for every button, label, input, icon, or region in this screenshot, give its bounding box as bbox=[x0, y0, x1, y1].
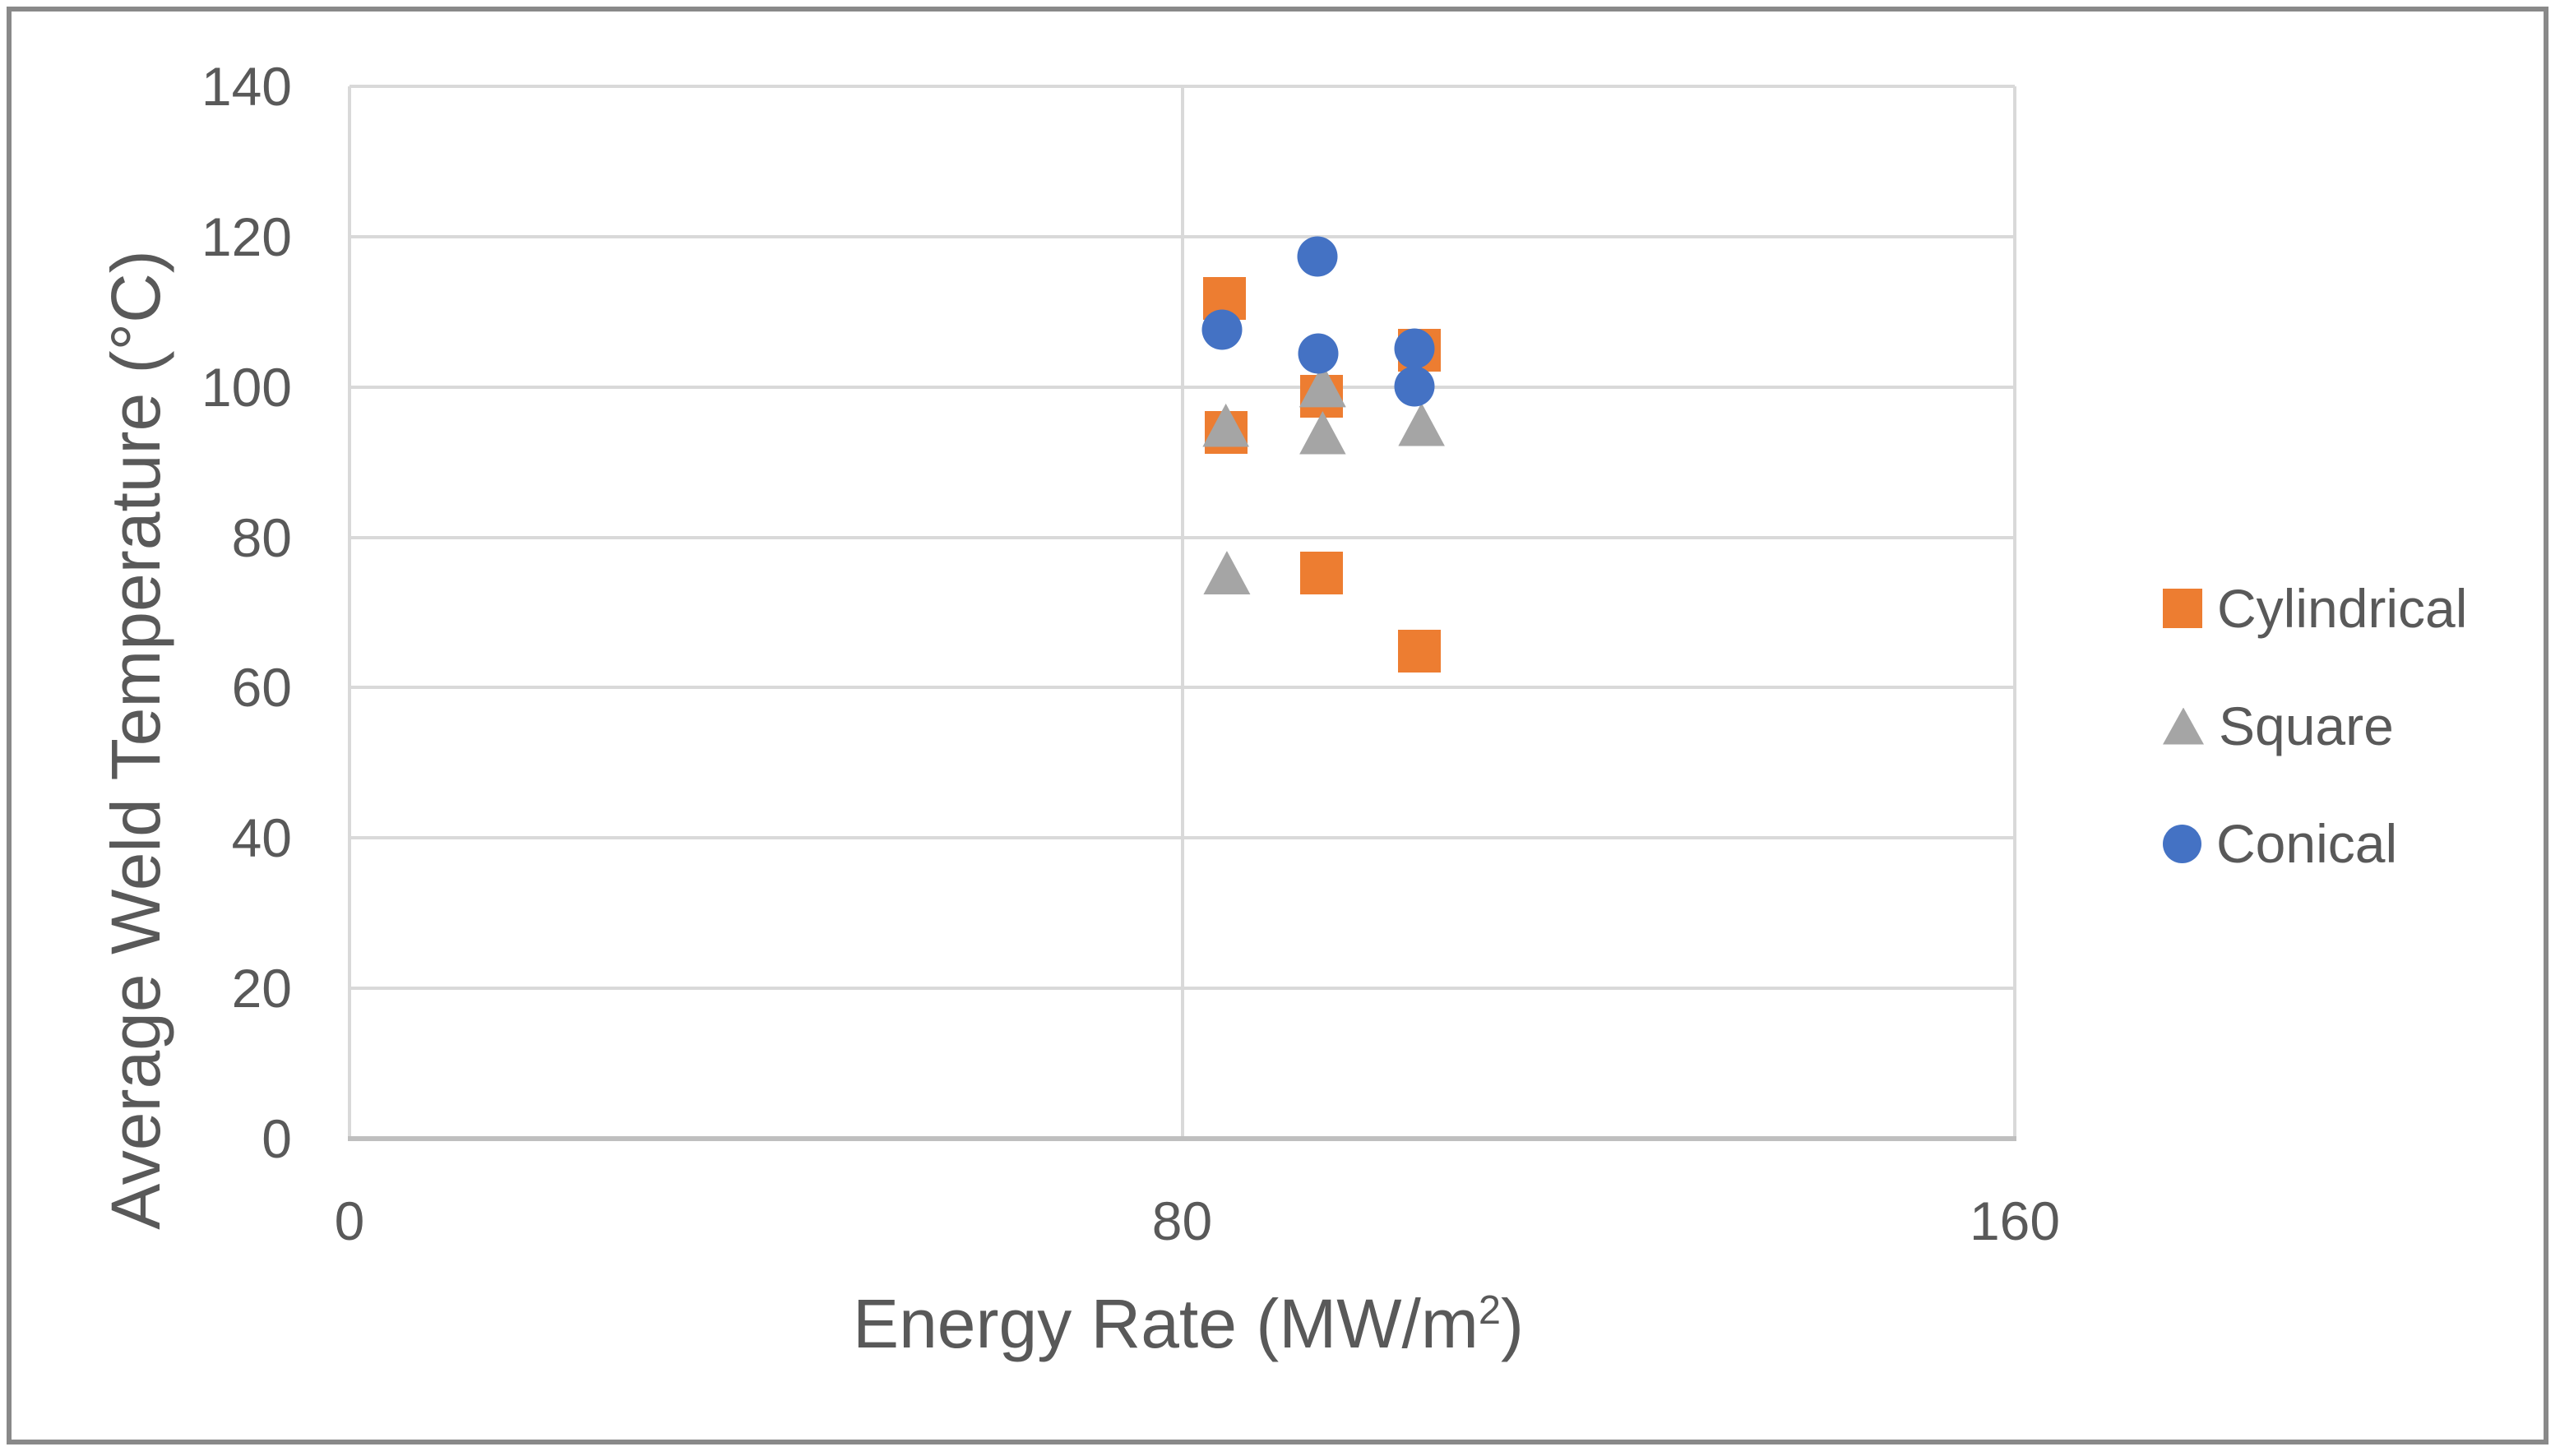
vertical-gridline bbox=[1180, 86, 1184, 1139]
legend-marker-circle-icon bbox=[2163, 824, 2201, 863]
legend-label: Conical bbox=[2216, 813, 2398, 874]
y-axis-tick-label: 20 bbox=[231, 958, 292, 1019]
x-axis-title: Energy Rate (MW/m2) bbox=[853, 1283, 1524, 1365]
data-point-conical[interactable] bbox=[1298, 333, 1339, 374]
y-axis-tick-label: 80 bbox=[231, 506, 292, 568]
horizontal-gridline bbox=[350, 234, 2015, 238]
y-axis-tick-label: 60 bbox=[231, 657, 292, 719]
data-point-conical[interactable] bbox=[1394, 328, 1435, 369]
y-axis-tick-label: 120 bbox=[201, 206, 292, 267]
vertical-gridline bbox=[2013, 86, 2016, 1139]
data-point-conical[interactable] bbox=[1201, 309, 1243, 350]
x-axis-line bbox=[348, 1136, 2016, 1141]
y-axis-tick-label: 0 bbox=[262, 1108, 292, 1169]
horizontal-gridline bbox=[350, 85, 2015, 88]
x-axis-tick-label: 160 bbox=[1969, 1190, 2061, 1251]
x-axis-title-superscript: 2 bbox=[1478, 1288, 1501, 1333]
y-axis-tick-label: 140 bbox=[201, 56, 292, 117]
legend-marker-square-icon bbox=[2163, 589, 2202, 628]
x-axis-title-close: ) bbox=[1500, 1285, 1524, 1362]
legend-marker-triangle-icon bbox=[2163, 707, 2204, 745]
x-axis-title-text: Energy Rate (MW/m bbox=[853, 1285, 1479, 1362]
y-axis-tick-label: 40 bbox=[231, 807, 292, 869]
horizontal-gridline bbox=[350, 836, 2015, 840]
x-axis-tick-label: 80 bbox=[1151, 1190, 1213, 1251]
data-point-conical[interactable] bbox=[1297, 236, 1338, 277]
plot-area bbox=[348, 85, 2016, 1141]
horizontal-gridline bbox=[350, 686, 2015, 690]
horizontal-gridline bbox=[350, 987, 2015, 991]
legend-label: Cylindrical bbox=[2217, 578, 2468, 639]
legend-item-square[interactable]: Square bbox=[2163, 686, 2394, 765]
legend-item-conical[interactable]: Conical bbox=[2163, 804, 2397, 883]
vertical-gridline bbox=[348, 86, 351, 1139]
legend-label: Square bbox=[2219, 696, 2394, 756]
data-point-cylindrical[interactable] bbox=[1300, 551, 1344, 594]
x-axis-tick-label: 0 bbox=[334, 1190, 365, 1251]
horizontal-gridline bbox=[350, 535, 2015, 539]
horizontal-gridline bbox=[350, 385, 2015, 389]
data-point-square[interactable] bbox=[1203, 551, 1251, 595]
data-point-square[interactable] bbox=[1398, 402, 1446, 446]
data-point-square[interactable] bbox=[1299, 410, 1346, 455]
y-axis-tick-label: 100 bbox=[201, 356, 292, 418]
data-point-cylindrical[interactable] bbox=[1398, 629, 1442, 673]
legend-item-cylindrical[interactable]: Cylindrical bbox=[2163, 569, 2467, 648]
data-point-conical[interactable] bbox=[1394, 366, 1435, 407]
